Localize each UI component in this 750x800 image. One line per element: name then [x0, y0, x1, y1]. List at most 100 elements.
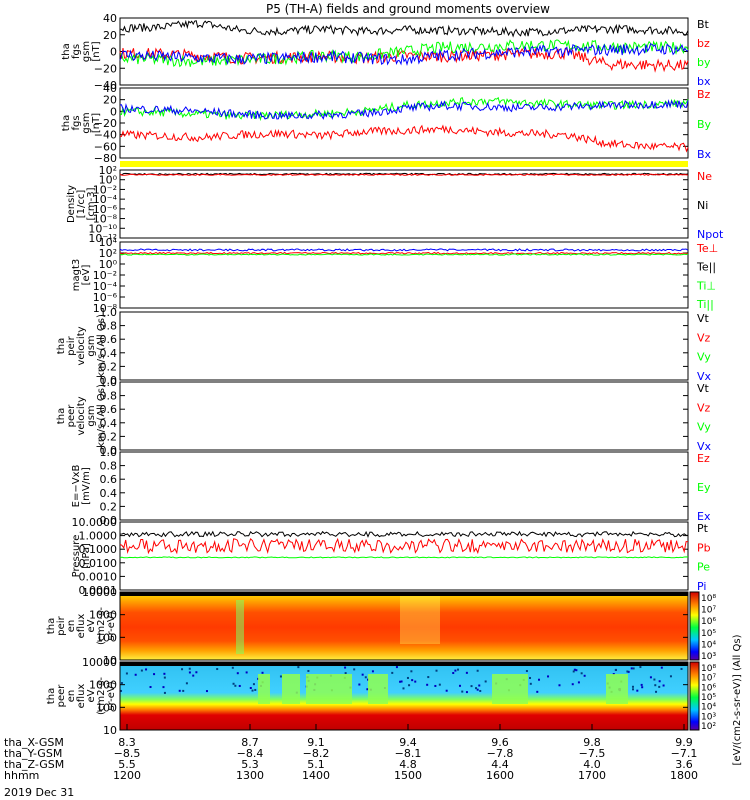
series-bx [119, 43, 688, 66]
electron-spectrogram-speckle [163, 676, 166, 679]
colorbar-tick: 10⁴ [701, 640, 716, 650]
y-axis-label-line: E=−VxB [71, 465, 82, 508]
y-axis-label-line: tha [61, 43, 72, 59]
electron-spectrogram-speckle [140, 669, 143, 672]
y-tick-label: 10⁰ [99, 174, 118, 187]
y-tick-label: 0 [110, 105, 117, 118]
electron-spectrogram-speckle [245, 671, 248, 674]
electron-spectrogram-speckle [307, 669, 310, 672]
electron-spectrogram-speckle [641, 686, 644, 689]
trace-ne [119, 173, 689, 176]
x-axis-value: −7.8 [487, 747, 514, 760]
electron-spectrogram-speckle [408, 684, 411, 687]
y-tick-label: 10² [99, 164, 117, 177]
electron-spectrogram-speckle [252, 683, 255, 686]
y-tick-label: 10⁻¹² [88, 232, 117, 245]
electron-spectrogram-speckle [434, 684, 437, 687]
ion-spectrogram-top-band [120, 592, 688, 596]
y-tick-label: 10⁻⁸ [93, 302, 118, 315]
electron-spectrogram-speckle [366, 688, 369, 691]
electron-spectrogram-speckle [529, 682, 532, 685]
y-axis-label-line: Density [66, 185, 77, 223]
y-axis-label-line: gsm [81, 41, 92, 62]
y-axis-label: Pressure [nPa] [71, 535, 92, 578]
electron-spectrogram-speckle [583, 674, 586, 677]
electron-spectrogram-speckle [249, 686, 252, 689]
y-tick-label: 10⁻⁶ [93, 291, 118, 304]
y-axis-label-line: tha [61, 115, 72, 131]
y-tick-label: 0.2 [100, 500, 118, 513]
x-axis-value: −7.1 [671, 747, 698, 760]
electron-spectrogram-speckle [478, 684, 481, 687]
y-tick-label: 10⁻¹⁰ [88, 222, 117, 235]
colorbar-tick: 10⁵ [701, 693, 716, 703]
y-tick-label: 1.0 [100, 446, 118, 459]
x-axis-value: 3.6 [675, 758, 693, 771]
y-tick-label: 10 [103, 654, 117, 667]
electron-spectrogram-speckle [182, 689, 185, 692]
y-tick-label: 10⁻⁴ [93, 280, 118, 293]
electron-spectrogram-speckle [195, 671, 198, 674]
ion-spectrogram-feature [236, 600, 244, 654]
x-axis-value: −8.1 [395, 747, 422, 760]
legend-by: By [697, 118, 712, 131]
electron-spectrogram-speckle [120, 689, 123, 692]
electron-spectrogram-speckle [627, 670, 630, 673]
y-axis-label-line: gsm [86, 405, 97, 426]
y-tick-label: −20 [94, 62, 117, 75]
y-tick-label: 20 [103, 29, 117, 42]
electron-spectrogram-speckle [205, 690, 208, 693]
x-axis-value: 1500 [394, 769, 422, 782]
y-axis-label-line: tha [56, 338, 67, 354]
y-axis-label-line: fgs [71, 115, 82, 130]
electron-spectrogram-speckle [361, 673, 364, 676]
x-axis-row-label: hhmm [4, 769, 39, 782]
y-axis-label-line: fgs [71, 44, 82, 59]
legend-ti⊥: Ti⊥ [696, 279, 716, 292]
electron-spectrogram-speckle [658, 685, 661, 688]
series-bz [120, 124, 689, 153]
legend-ey: Ey [697, 481, 711, 494]
electron-spectrogram-speckle [411, 679, 414, 682]
colorbar-tick: 10⁷ [701, 606, 716, 616]
legend-vz: Vz [697, 331, 711, 344]
y-axis-label: tha peir velocity gsm km/s (All Qs) [56, 314, 107, 378]
electron-spectrogram-speckle [662, 684, 665, 687]
electron-spectrogram-top-band [120, 662, 688, 666]
electron-spectrogram-speckle [188, 671, 191, 674]
x-axis-value: 1300 [236, 769, 264, 782]
legend-vz: Vz [697, 401, 711, 414]
electron-spectrogram-speckle [476, 669, 479, 672]
y-axis-label: E=−VxB [mV/m] [71, 465, 92, 508]
y-tick-label: 0.0 [100, 374, 118, 387]
electron-spectrogram-speckle [639, 666, 642, 669]
legend-vx: Vx [697, 370, 712, 383]
legend-pb: Pb [697, 541, 711, 554]
electron-spectrogram-speckle [438, 683, 441, 686]
electron-spectrogram-speckle [536, 690, 539, 693]
panel-frame [119, 381, 689, 451]
y-axis-label-line: gsm [81, 112, 92, 133]
y-axis-label-line: [mV/m] [81, 467, 92, 505]
ion-spectrogram [120, 592, 688, 660]
y-tick-label: 0.4 [100, 417, 118, 430]
electron-spectrogram-speckle [653, 678, 656, 681]
colorbar [689, 661, 700, 731]
electron-spectrogram-speckle [251, 689, 254, 692]
electron-spectrogram-speckle [631, 685, 634, 688]
electron-spectrogram-speckle [427, 676, 430, 679]
electron-spectrogram-speckle [125, 672, 128, 675]
electron-spectrogram-speckle [414, 680, 417, 683]
electron-spectrogram-speckle [400, 680, 403, 683]
legend-pe: Pe [697, 561, 710, 574]
electron-spectrogram-speckle [145, 668, 148, 671]
electron-spectrogram-speckle [178, 689, 181, 692]
electron-spectrogram-speckle [163, 672, 166, 675]
y-tick-label: 40 [103, 82, 117, 95]
y-axis-label: Density [1/cc] [cm-3] [66, 185, 97, 223]
y-tick-label: 1000 [89, 609, 117, 622]
electron-spectrogram-feature [258, 674, 270, 704]
electron-spectrogram-speckle [395, 666, 398, 669]
electron-spectrogram-speckle [149, 686, 152, 689]
y-tick-label: 10 [103, 724, 117, 737]
